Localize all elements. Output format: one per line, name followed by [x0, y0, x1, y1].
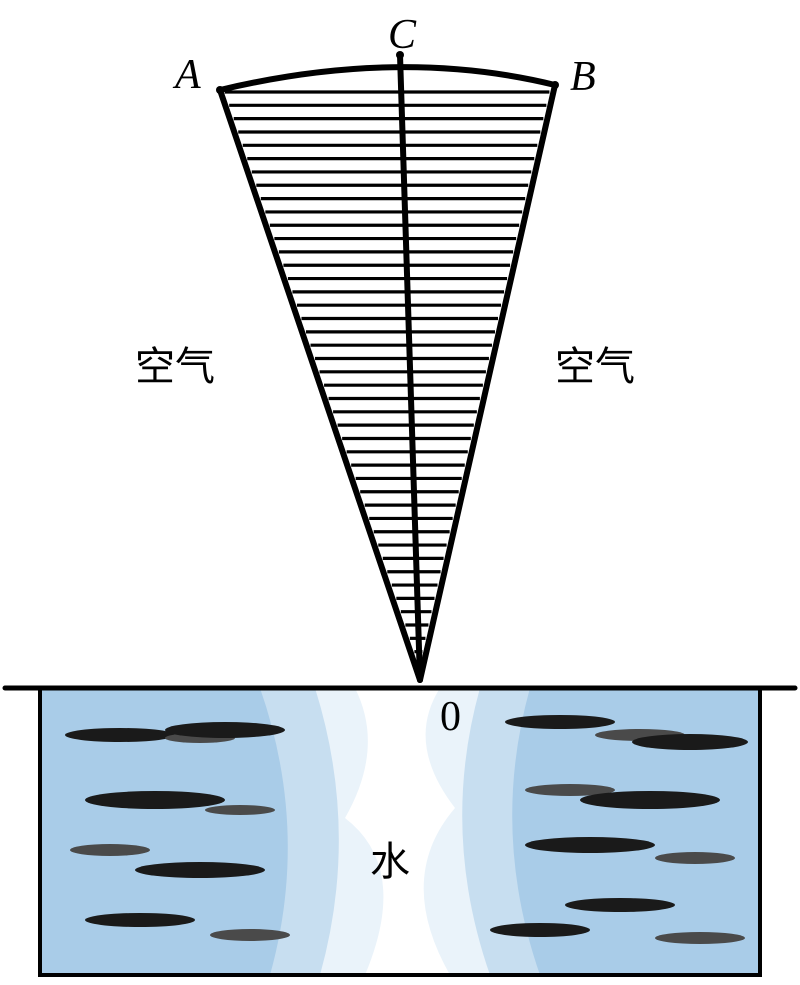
ripple	[85, 791, 225, 809]
ripple	[525, 837, 655, 853]
label-O: 0	[440, 694, 461, 740]
ripple	[655, 852, 735, 864]
point-B	[551, 81, 559, 89]
ray-OB	[420, 85, 555, 680]
ripple	[505, 715, 615, 729]
label-air-right: 空气	[555, 344, 635, 389]
ripple	[70, 844, 150, 856]
ripple	[135, 862, 265, 878]
ripple	[165, 722, 285, 738]
ripple	[205, 805, 275, 815]
ripple	[632, 734, 748, 750]
label-water: 水	[370, 839, 410, 884]
physics-diagram: A B C 0 空气 空气水	[0, 0, 800, 985]
ripple	[210, 929, 290, 941]
ripple	[490, 923, 590, 937]
ripple	[85, 913, 195, 927]
ripple	[565, 898, 675, 912]
label-C: C	[388, 12, 417, 58]
cone-hatching	[225, 92, 550, 652]
ripple	[580, 791, 720, 809]
ripple	[655, 932, 745, 944]
label-B: B	[570, 54, 596, 100]
point-A	[216, 86, 224, 94]
label-air-left: 空气	[135, 344, 215, 389]
label-A: A	[172, 52, 201, 98]
cone-top-arc	[220, 67, 555, 90]
water-region	[40, 688, 760, 975]
ripple	[65, 728, 175, 742]
